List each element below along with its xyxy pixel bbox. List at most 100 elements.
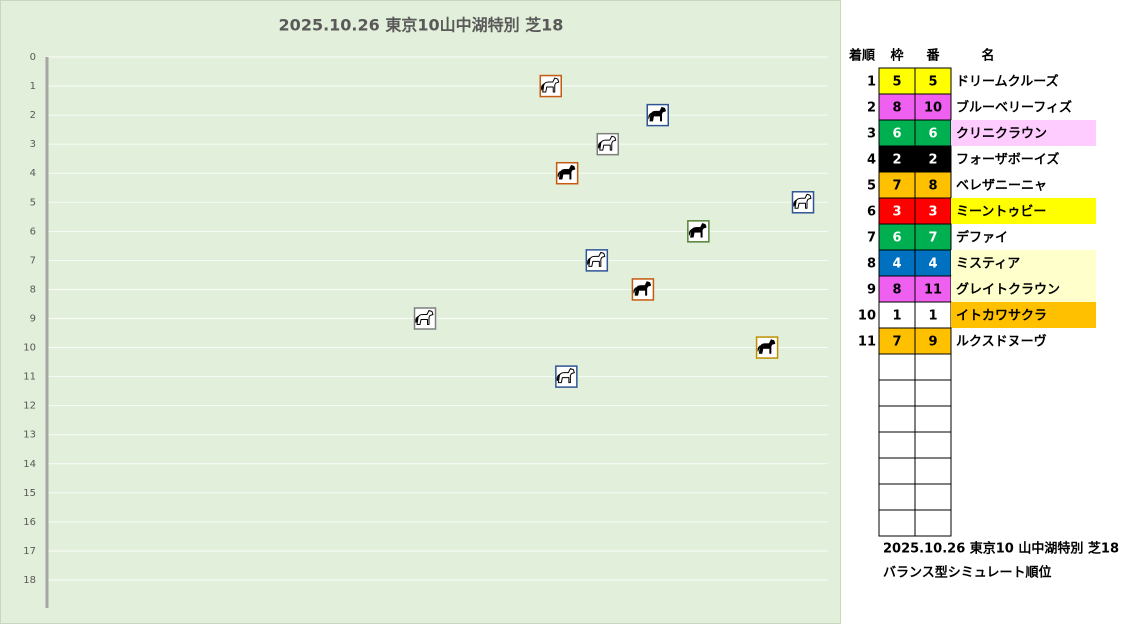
- horse-name: ルクスドヌーヴ: [956, 334, 1047, 350]
- rank: 2: [867, 101, 876, 116]
- rank: 1: [867, 75, 876, 90]
- y-tick-label: 4: [30, 168, 36, 179]
- number: 3: [928, 205, 937, 220]
- number: 6: [928, 127, 937, 142]
- y-tick-label: 9: [30, 314, 36, 325]
- empty-cell: [878, 457, 916, 485]
- horse-icon: [688, 223, 707, 238]
- number: 1: [928, 309, 937, 324]
- horse-icon: [793, 193, 812, 209]
- frame: 8: [892, 283, 901, 298]
- rank: 7: [867, 231, 876, 246]
- number: 7: [928, 231, 937, 246]
- rank: 3: [867, 127, 876, 142]
- horse-icon: [415, 310, 434, 325]
- y-tick-label: 5: [30, 197, 36, 208]
- horse-icon: [598, 135, 617, 151]
- table-header: 枠: [890, 48, 903, 64]
- y-tick-label: 12: [23, 401, 36, 412]
- num-cell: [914, 301, 952, 329]
- horse-marker: [555, 365, 578, 388]
- frame: 3: [892, 205, 901, 220]
- rank: 8: [867, 257, 876, 272]
- num-cell: [914, 223, 952, 251]
- empty-cell: [878, 379, 916, 407]
- empty-cell: [878, 483, 916, 511]
- horse-name: ドリームクルーズ: [956, 74, 1059, 90]
- y-tick-label: 10: [23, 343, 36, 354]
- num-cell: [914, 93, 952, 121]
- horse-name: ミスティア: [956, 257, 1020, 272]
- chart-title: 2025.10.26 東京10山中湖特別 芝18: [279, 16, 564, 35]
- number: 4: [928, 257, 937, 272]
- horse-name: ブルーベリーフィズ: [956, 100, 1072, 116]
- empty-cell: [878, 405, 916, 433]
- y-tick-label: 11: [23, 372, 36, 383]
- frame-cell: [878, 93, 916, 121]
- empty-cell: [914, 509, 952, 537]
- name-highlight: [951, 302, 1096, 328]
- horse-icon: [587, 251, 606, 267]
- frame: 2: [892, 153, 901, 168]
- horse-marker: [631, 278, 655, 301]
- num-cell: [914, 327, 952, 355]
- y-tick-label: 7: [30, 255, 36, 266]
- horse-icon: [556, 368, 575, 384]
- frame-cell: [878, 249, 916, 277]
- horse-name: イトカワサクラ: [956, 309, 1047, 324]
- horse-icon: [540, 77, 560, 93]
- frame-cell: [878, 197, 916, 225]
- horse-name: ミーントゥビー: [956, 204, 1046, 220]
- horse-marker: [755, 336, 779, 359]
- frame: 6: [892, 127, 901, 142]
- frame-cell: [878, 275, 916, 303]
- rank: 5: [867, 179, 876, 194]
- empty-cell: [914, 405, 952, 433]
- y-tick-label: 14: [23, 459, 36, 470]
- frame: 7: [892, 179, 901, 194]
- y-tick-label: 3: [30, 139, 36, 150]
- y-tick-label: 13: [23, 430, 36, 441]
- number: 8: [928, 179, 937, 194]
- frame: 1: [892, 309, 901, 324]
- y-tick-label: 18: [23, 575, 36, 586]
- frame: 7: [892, 335, 901, 350]
- rank: 4: [867, 153, 876, 168]
- horse-marker: [791, 191, 815, 214]
- horse-marker: [555, 161, 579, 185]
- empty-cell: [914, 379, 952, 407]
- name-highlight: [951, 198, 1096, 224]
- name-highlight: [951, 120, 1096, 146]
- horse-icon: [633, 281, 652, 296]
- horse-marker: [596, 132, 620, 156]
- horse-marker: [413, 307, 437, 330]
- horse-name: フォーザボーイズ: [956, 152, 1059, 168]
- empty-cell: [914, 431, 952, 459]
- name-highlight: [951, 250, 1096, 276]
- rank: 9: [867, 283, 876, 298]
- frame: 5: [892, 75, 901, 90]
- horse-name: ベレザニーニャ: [956, 179, 1047, 194]
- frame: 4: [892, 257, 901, 272]
- rank: 11: [858, 335, 876, 350]
- horse-marker: [539, 74, 562, 98]
- name-highlight: [951, 276, 1096, 302]
- horse-marker: [646, 103, 669, 127]
- frame-cell: [878, 119, 916, 147]
- y-tick-label: 1: [30, 81, 36, 92]
- frame: 8: [892, 101, 901, 116]
- frame-cell: [878, 145, 916, 173]
- empty-cell: [914, 483, 952, 511]
- number: 2: [928, 153, 937, 168]
- rank: 10: [858, 309, 876, 324]
- footer-text: バランス型シミュレート順位: [883, 565, 1051, 581]
- number: 11: [924, 283, 942, 298]
- num-cell: [914, 67, 952, 95]
- empty-cell: [878, 353, 916, 381]
- horse-icon: [648, 106, 666, 122]
- y-tick-label: 8: [30, 284, 36, 295]
- footer-text: 2025.10.26 東京10 山中湖特別 芝18: [883, 541, 1119, 557]
- table-header: 名: [981, 48, 994, 64]
- number: 10: [924, 101, 942, 116]
